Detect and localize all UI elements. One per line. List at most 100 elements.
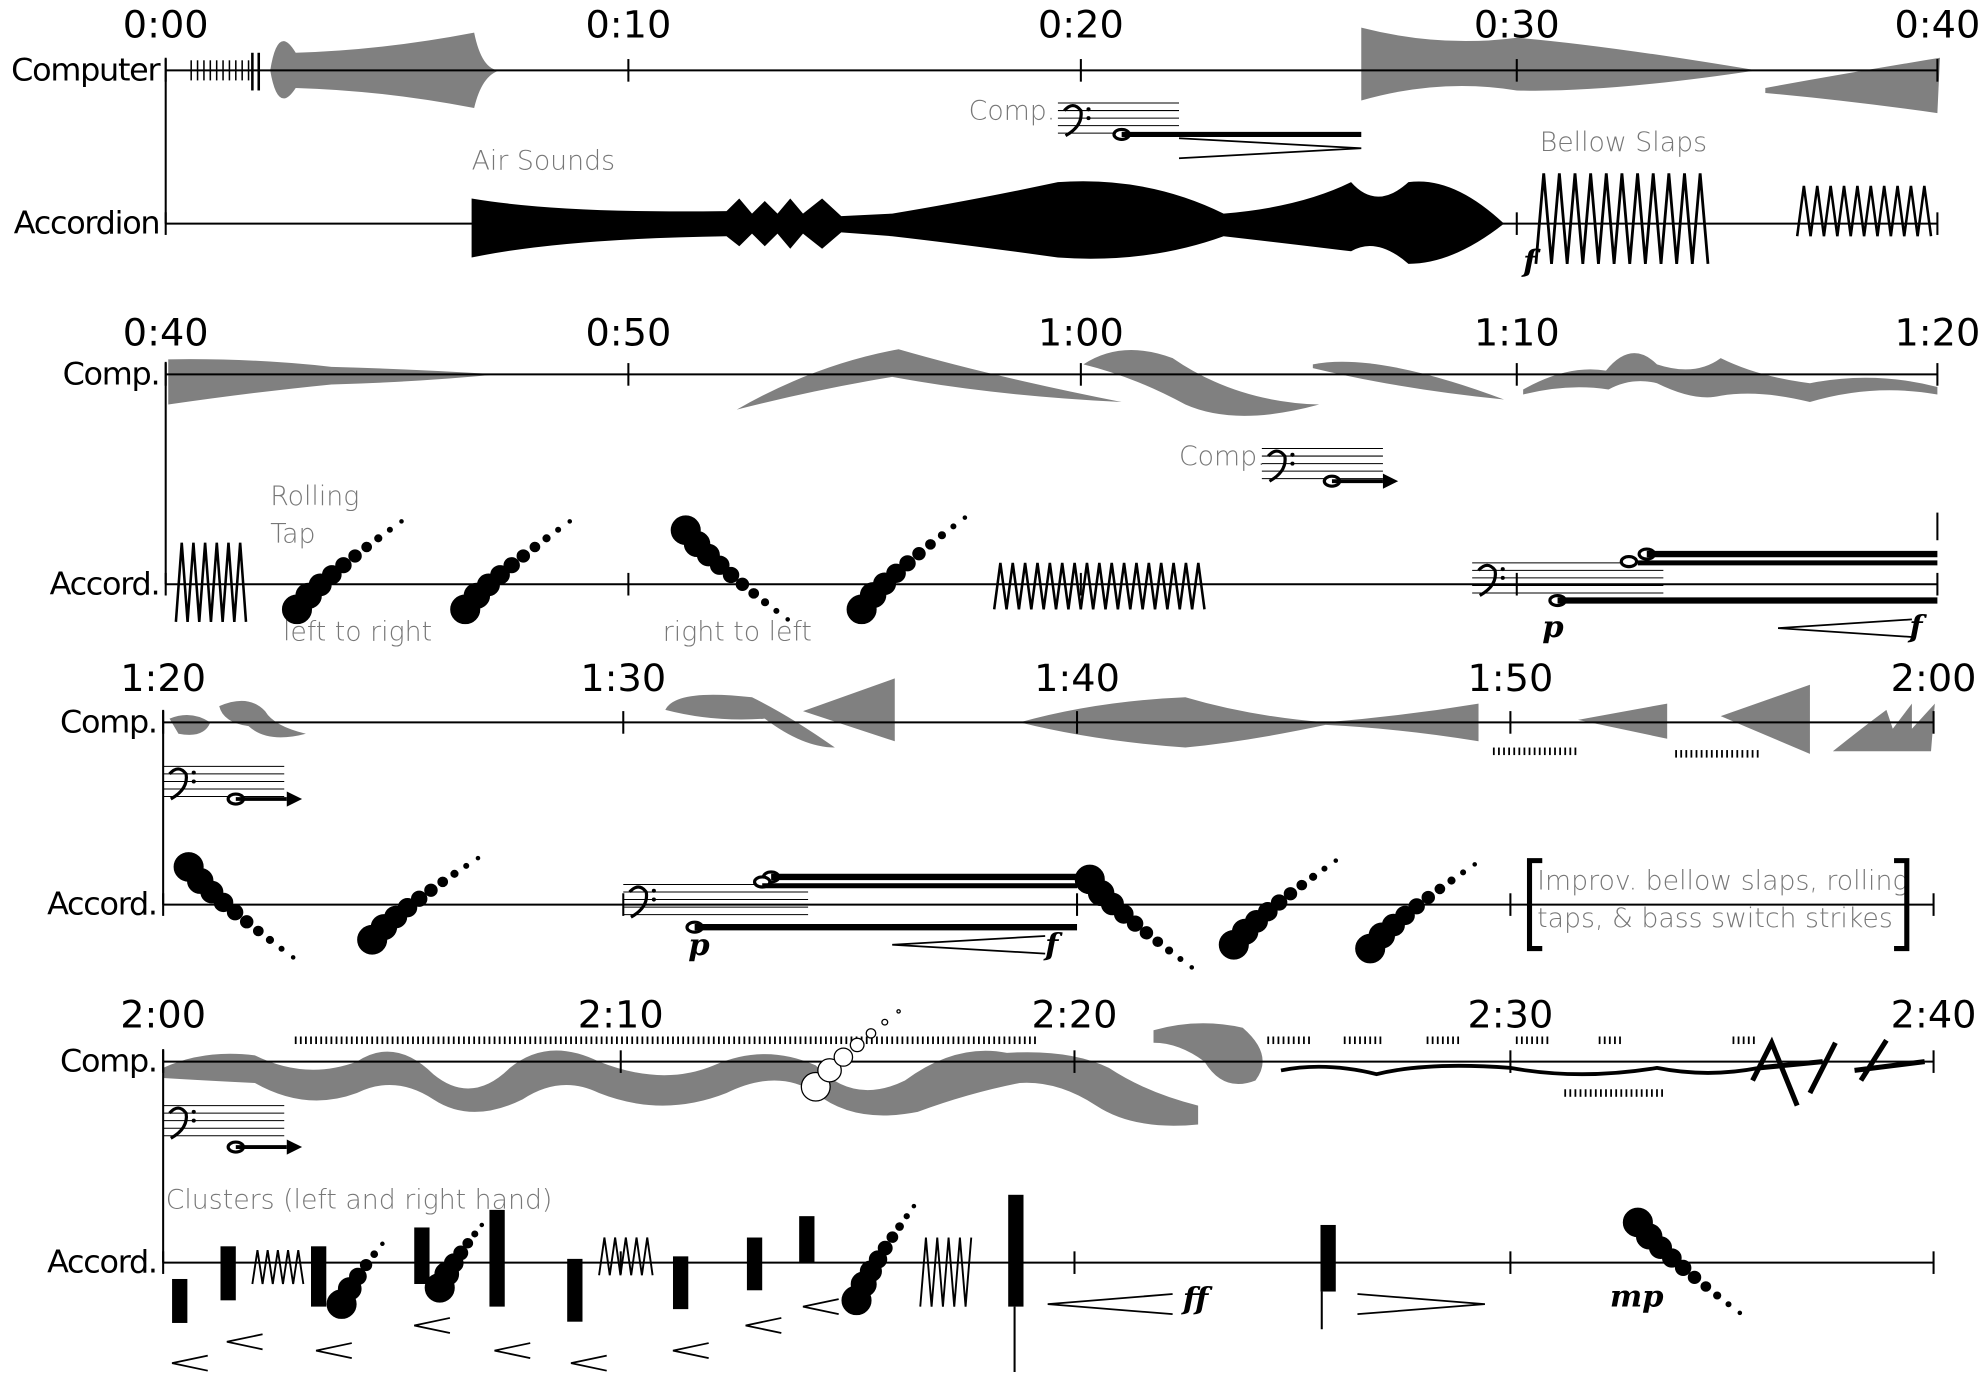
cluster xyxy=(311,1246,327,1307)
cluster xyxy=(1320,1224,1336,1292)
roll-dot xyxy=(226,904,244,921)
roll-dot xyxy=(1447,876,1456,885)
time-label: 1:10 xyxy=(1474,311,1560,355)
hairpin xyxy=(1357,1293,1485,1316)
roll-dot xyxy=(962,515,968,520)
roll-dot xyxy=(239,915,254,929)
bass-clef xyxy=(1477,563,1498,597)
roll-dot xyxy=(849,1037,865,1053)
dynamic: p xyxy=(688,927,709,963)
roll-dot xyxy=(475,855,481,861)
roll-dot xyxy=(748,588,760,599)
roll-dot xyxy=(1434,883,1446,895)
whole-note xyxy=(1619,554,1639,569)
roll-dot xyxy=(471,1230,479,1238)
clef-dot xyxy=(191,1109,196,1114)
zigzag xyxy=(598,1237,654,1276)
roll-dot xyxy=(555,526,562,533)
hairpin xyxy=(1778,618,1912,638)
roll-dot xyxy=(925,539,936,550)
time-label: 1:20 xyxy=(1894,311,1980,355)
wedge xyxy=(802,678,895,742)
blob xyxy=(169,700,306,738)
time-label: 1:00 xyxy=(1038,311,1124,355)
time-label: 2:30 xyxy=(1467,993,1553,1037)
clef-dot xyxy=(1500,567,1505,572)
bass-clef xyxy=(168,767,188,801)
arrowhead xyxy=(1382,473,1399,489)
roll-dot xyxy=(503,557,520,574)
arrowhead xyxy=(286,1139,303,1155)
time-label: 0:10 xyxy=(585,3,671,47)
roll-dot xyxy=(361,541,373,553)
roll-dot xyxy=(1126,915,1144,932)
staff-label: Accord. xyxy=(47,1245,157,1281)
roll-dot xyxy=(1113,904,1134,924)
clef-dot xyxy=(191,1118,196,1123)
roll-dot xyxy=(290,955,296,960)
cluster xyxy=(746,1237,763,1291)
roll-dot xyxy=(1408,898,1425,915)
roll-dot xyxy=(899,555,916,572)
hairpin xyxy=(226,1333,263,1351)
wedge xyxy=(1720,684,1810,754)
hairpin xyxy=(414,1317,451,1334)
roll-dot xyxy=(1296,879,1308,891)
bass-clef xyxy=(1267,449,1287,483)
cluster xyxy=(672,1256,689,1310)
blob xyxy=(1153,1023,1263,1085)
annotation: right to left xyxy=(663,617,812,648)
time-label: 1:30 xyxy=(580,656,666,700)
air-sounds xyxy=(471,181,1505,264)
roll-dot xyxy=(479,1222,485,1228)
cluster xyxy=(172,1278,188,1323)
roll-dot xyxy=(1460,869,1467,876)
staff-label: Comp. xyxy=(63,357,160,393)
annotation: Comp. xyxy=(1179,441,1266,472)
zigzag xyxy=(251,1249,305,1285)
annotation: Air Sounds xyxy=(472,146,615,177)
clef-dot xyxy=(191,770,196,775)
envelope xyxy=(168,359,498,405)
roll-dot xyxy=(760,598,770,607)
staff-label: Accord. xyxy=(47,887,157,923)
annotation: left to right xyxy=(283,617,432,648)
roll-dot xyxy=(278,945,285,952)
roll-dot xyxy=(399,519,404,524)
scribble xyxy=(1280,1063,1760,1077)
roll-dot xyxy=(722,566,740,584)
roll-dot xyxy=(213,892,234,913)
roll-dot xyxy=(1333,858,1339,863)
cluster xyxy=(567,1258,583,1322)
accordion-shapes xyxy=(471,181,1505,264)
roll-dot xyxy=(865,1028,877,1039)
roll-dot xyxy=(735,577,750,591)
bracket xyxy=(1526,858,1543,952)
bass-clef xyxy=(168,1106,188,1140)
roll-dot xyxy=(937,531,947,540)
clef-dot xyxy=(1086,116,1091,121)
clef-dot xyxy=(1086,107,1091,112)
roll-dot xyxy=(785,617,790,622)
clef-dot xyxy=(1500,575,1505,580)
hairpin xyxy=(802,1298,839,1316)
dynamic: mp xyxy=(1610,1279,1664,1315)
roll-dot xyxy=(896,1009,901,1014)
dynamic: f xyxy=(1043,927,1063,963)
zigzag xyxy=(1795,185,1933,237)
annotation: Clusters (left and right hand) xyxy=(166,1185,553,1216)
roll-dot xyxy=(1674,1259,1692,1276)
clef-dot xyxy=(191,779,196,784)
time-label: 0:40 xyxy=(1894,3,1980,47)
roll-dot xyxy=(450,869,459,878)
roll-dot xyxy=(1395,905,1415,926)
time-label: 2:00 xyxy=(120,993,206,1037)
annotation: Comp. xyxy=(969,96,1056,127)
hairpin xyxy=(494,1342,531,1359)
roll-dot xyxy=(359,1258,373,1272)
roll-dot xyxy=(886,1231,899,1243)
time-label: 0:00 xyxy=(123,3,209,47)
roll-dot xyxy=(252,925,264,937)
roll-dot xyxy=(1152,936,1164,948)
